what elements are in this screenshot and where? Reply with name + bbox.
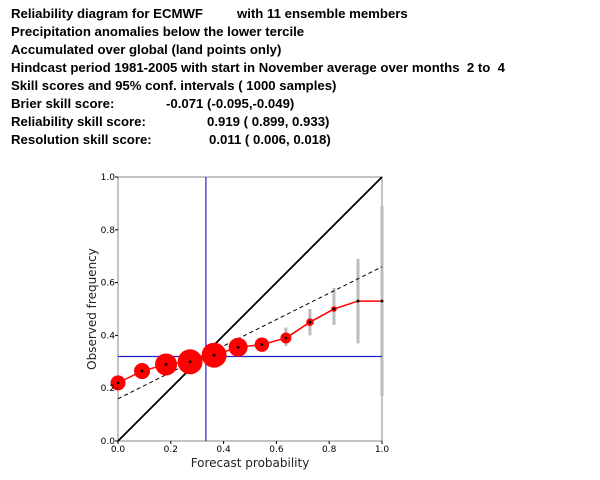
brier-label: Brier skill score: bbox=[11, 96, 115, 111]
brier-line: Brier skill score: -0.071 (-0.095,-0.049) bbox=[11, 95, 505, 113]
title-members: with 11 ensemble members bbox=[236, 6, 408, 21]
reliability-label: Reliability skill score: bbox=[11, 114, 146, 129]
reliability-marker-center bbox=[164, 363, 168, 366]
reliability-marker-center bbox=[188, 360, 192, 364]
resolution-label: Resolution skill score: bbox=[11, 132, 152, 147]
reliability-value: 0.919 ( 0.899, 0.933) bbox=[207, 114, 330, 129]
y-tick-label: 0.2 bbox=[101, 384, 115, 394]
resolution-line: Resolution skill score: 0.011 ( 0.006, 0.… bbox=[11, 131, 505, 149]
regression-line bbox=[117, 266, 383, 400]
reliability-marker-center bbox=[140, 369, 144, 373]
reliability-marker-center bbox=[308, 320, 312, 324]
reliability-marker-center bbox=[116, 381, 120, 385]
region-line: Accumulated over global (land points onl… bbox=[11, 42, 282, 57]
resolution-value: 0.011 ( 0.006, 0.018) bbox=[209, 132, 331, 147]
reliability-marker-center bbox=[236, 345, 240, 349]
perfect-reliability-diagonal bbox=[117, 176, 383, 442]
title-line: Reliability diagram for ECMWF with 11 ens… bbox=[11, 5, 505, 23]
x-tick-label: 0.4 bbox=[216, 445, 231, 455]
y-axis-label: Observed frequency bbox=[85, 248, 99, 370]
x-tick-label: 0.6 bbox=[269, 445, 284, 455]
reliability-marker-center bbox=[380, 299, 384, 303]
y-tick-label: 1.0 bbox=[101, 173, 116, 183]
title-prefix: Reliability diagram for ECMWF bbox=[11, 6, 203, 21]
brier-value: -0.071 (-0.095,-0.049) bbox=[166, 96, 295, 111]
plot-area: 0.00.0 0.2 0.2 0.4 0.4 0.6 0.6 0.8 0.8 1.0 1.0 bbox=[101, 173, 390, 455]
variable-line: Precipitation anomalies below the lower … bbox=[11, 24, 305, 39]
y-tick-label: 0.6 bbox=[101, 279, 116, 289]
x-tick-label: 0.0 bbox=[111, 445, 126, 455]
y-tick-label: 0.0 bbox=[101, 437, 116, 447]
x-axis-label: Forecast probability bbox=[191, 456, 310, 470]
x-tick-label: 0.8 bbox=[322, 445, 337, 455]
y-tick-label: 0.4 bbox=[101, 331, 116, 341]
chart-header: Reliability diagram for ECMWF with 11 ens… bbox=[11, 5, 505, 149]
reliability-marker-center bbox=[260, 343, 264, 347]
skill-intro-line: Skill scores and 95% conf. intervals ( 1… bbox=[11, 78, 337, 93]
reliability-marker-center bbox=[212, 353, 216, 357]
hindcast-line: Hindcast period 1981-2005 with start in … bbox=[11, 60, 505, 75]
x-tick-label: 1.0 bbox=[375, 445, 390, 455]
reliability-marker-center bbox=[284, 336, 288, 340]
reliability-line: Reliability skill score: 0.919 ( 0.899, 0… bbox=[11, 113, 505, 131]
y-tick-label: 0.8 bbox=[101, 226, 116, 236]
reliability-marker-center bbox=[356, 299, 360, 303]
reliability-marker-center bbox=[332, 307, 336, 311]
x-tick-label: 0.2 bbox=[164, 445, 178, 455]
